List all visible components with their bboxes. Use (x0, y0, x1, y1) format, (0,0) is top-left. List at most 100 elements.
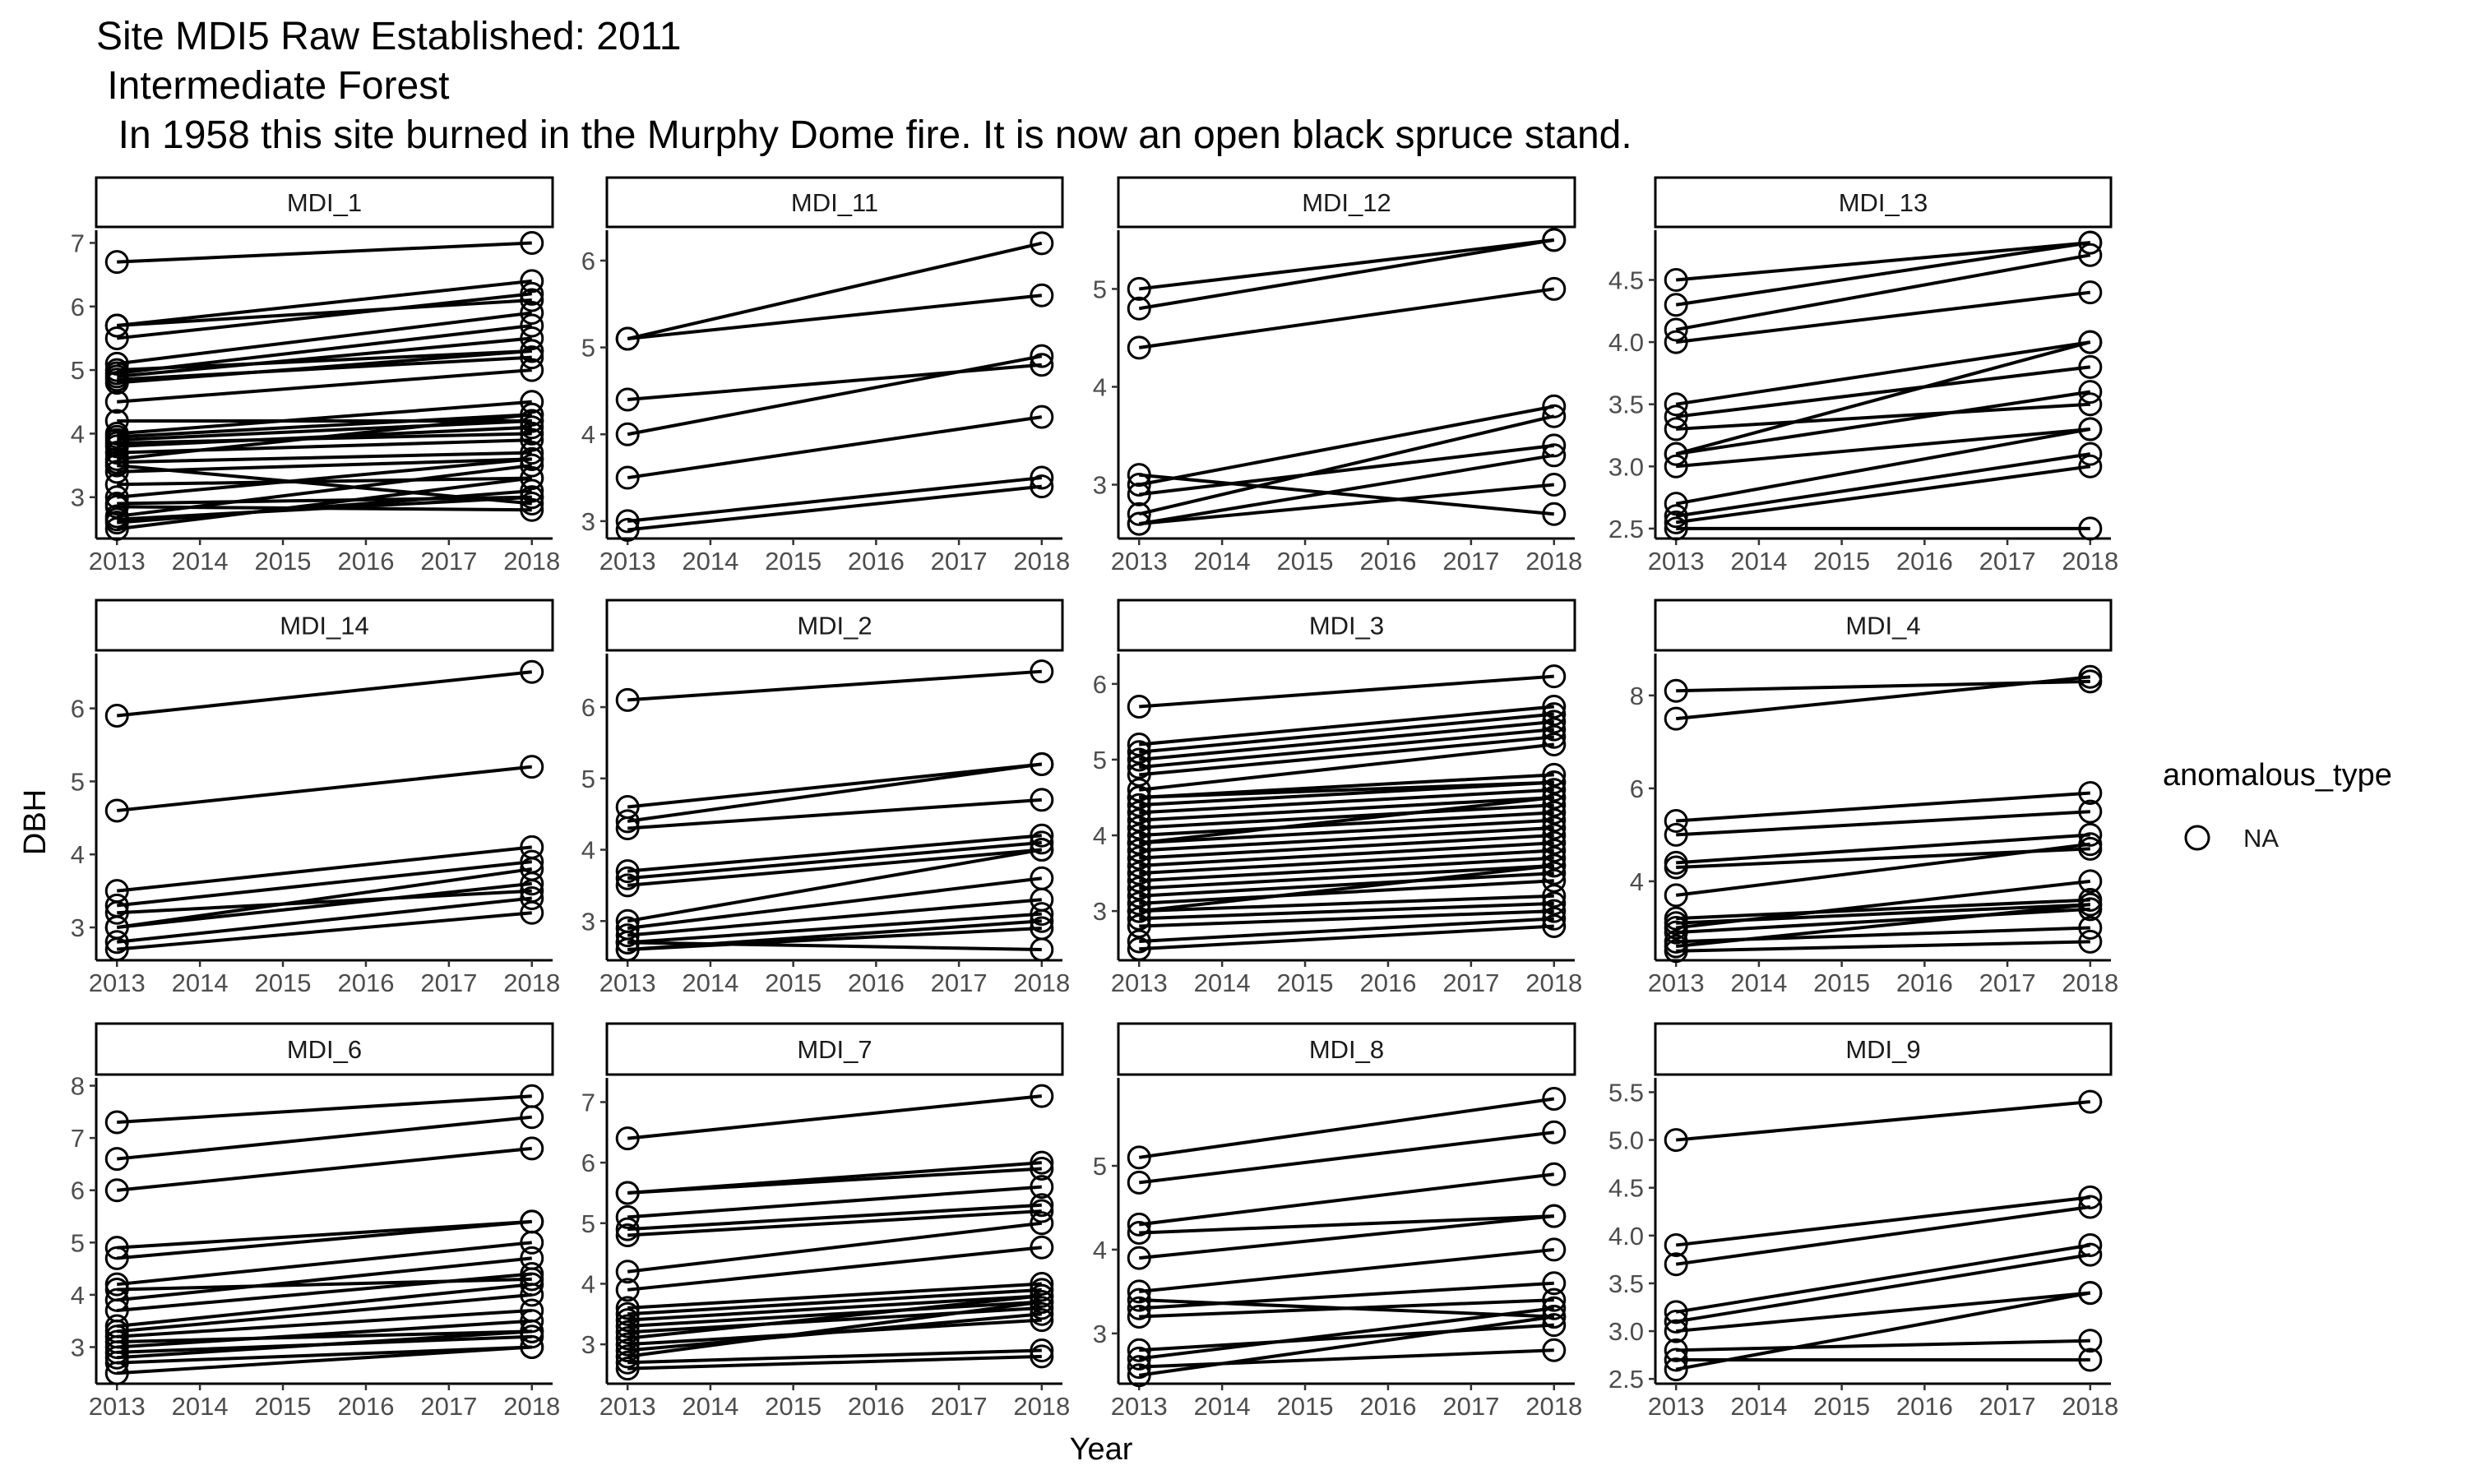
x-tick-label: 2013 (599, 1392, 656, 1421)
data-point (520, 659, 544, 684)
data-point (520, 466, 544, 491)
y-tick-label: 5 (1093, 275, 1107, 303)
x-tick-label: 2016 (848, 1392, 905, 1421)
data-point (1030, 283, 1054, 307)
data-point (2078, 330, 2103, 354)
data-point (520, 269, 544, 294)
y-tick-label: 5.5 (1608, 1078, 1644, 1107)
series-line (627, 1354, 1042, 1371)
data-point (520, 857, 544, 881)
series-line (1139, 901, 1554, 921)
data-point (1664, 939, 1688, 964)
series-line (1139, 483, 1554, 526)
x-tick-label: 2013 (89, 547, 146, 576)
data-point (615, 1126, 640, 1151)
y-tick-label: 5 (71, 356, 85, 385)
series-line (1675, 879, 2091, 930)
series-line (117, 457, 532, 474)
data-point (615, 930, 640, 955)
series-line (1675, 427, 2091, 506)
data-point (1127, 1221, 1151, 1246)
facet-panel-mdi-6: MDI_6 3 4 5 6 7 8 2013 2014 2015 2016 2017 2018 (71, 1022, 560, 1421)
facet-strip (605, 599, 1064, 652)
data-point (1127, 1145, 1151, 1170)
facet-strip (605, 176, 1064, 229)
y-axis-title: DBH (18, 789, 53, 855)
facet-strip-label: MDI_14 (280, 612, 369, 640)
series-line (1676, 898, 2090, 921)
series-line (627, 476, 1043, 523)
facet-strip-label: MDI_6 (287, 1035, 362, 1064)
data-point (1127, 868, 1151, 893)
series-line (1675, 1100, 2091, 1142)
data-point (1127, 929, 1151, 954)
data-point (520, 478, 544, 503)
data-point (1542, 1296, 1567, 1320)
data-point (1127, 1304, 1151, 1329)
x-tick-label: 2016 (337, 1392, 394, 1421)
data-point (1664, 417, 1688, 442)
series-line (117, 1329, 532, 1360)
data-point (104, 1236, 129, 1260)
series-line (1139, 1298, 1554, 1319)
data-point (2078, 380, 2103, 405)
x-tick-label: 2013 (599, 547, 656, 576)
series-line (1138, 1172, 1555, 1227)
data-point (1127, 733, 1151, 757)
data-point (1664, 516, 1688, 541)
x-tick-label: 2018 (503, 547, 560, 576)
x-tick-label: 2015 (1813, 547, 1870, 576)
y-tick-label: 4.0 (1608, 1222, 1644, 1251)
series-line (1675, 465, 2091, 525)
y-tick-label: 3 (581, 507, 595, 536)
y-tick-label: 4.0 (1608, 328, 1644, 357)
y-tick-label: 6 (581, 247, 595, 275)
x-tick-label: 2013 (1111, 969, 1168, 997)
data-point (1030, 659, 1054, 684)
data-point (615, 809, 640, 834)
data-point (1127, 884, 1151, 908)
y-tick-label: 3 (71, 1333, 85, 1361)
data-point (1664, 267, 1688, 292)
data-point (2078, 1242, 2103, 1267)
data-point (104, 1361, 129, 1385)
data-point (1030, 1084, 1054, 1108)
data-point (1030, 1308, 1054, 1333)
series-line (627, 941, 1042, 951)
data-point (1030, 1271, 1054, 1296)
data-point (1664, 1309, 1688, 1334)
y-tick-label: 7 (581, 1088, 595, 1116)
series-line (627, 1167, 1042, 1195)
series-line (627, 669, 1042, 702)
y-tick-label: 8 (71, 1072, 85, 1101)
series-line (117, 1319, 532, 1349)
facet-panel-mdi-2: MDI_2 3 4 5 6 2013 2014 2015 2016 2017 2018 (581, 599, 1070, 997)
data-point (2078, 442, 2103, 466)
data-point (2078, 1348, 2103, 1372)
series-line (117, 1345, 532, 1375)
data-point (2078, 1329, 2103, 1353)
data-point (1664, 454, 1688, 478)
series-line (1138, 443, 1555, 497)
facet-strip (95, 176, 554, 229)
y-tick-label: 4 (71, 840, 85, 869)
title-line-2: Intermediate Forest (96, 64, 450, 108)
data-point (104, 313, 129, 338)
data-point (104, 1351, 129, 1375)
data-point (1542, 1338, 1567, 1362)
x-tick-label: 2017 (420, 1392, 477, 1421)
title-line-1: Site MDI5 Raw Established: 2011 (96, 15, 681, 58)
series-line (627, 926, 1042, 951)
facet-strip (1654, 1022, 2113, 1076)
series-line (627, 1094, 1043, 1140)
series-line (627, 898, 1042, 937)
data-point (1127, 861, 1151, 885)
data-point (1127, 335, 1151, 360)
data-point (1030, 1338, 1054, 1362)
data-point (1127, 846, 1151, 871)
data-point (1030, 830, 1054, 855)
data-point (1542, 1313, 1567, 1338)
series-line (1139, 871, 1554, 898)
y-tick-label: 7 (71, 1124, 85, 1153)
